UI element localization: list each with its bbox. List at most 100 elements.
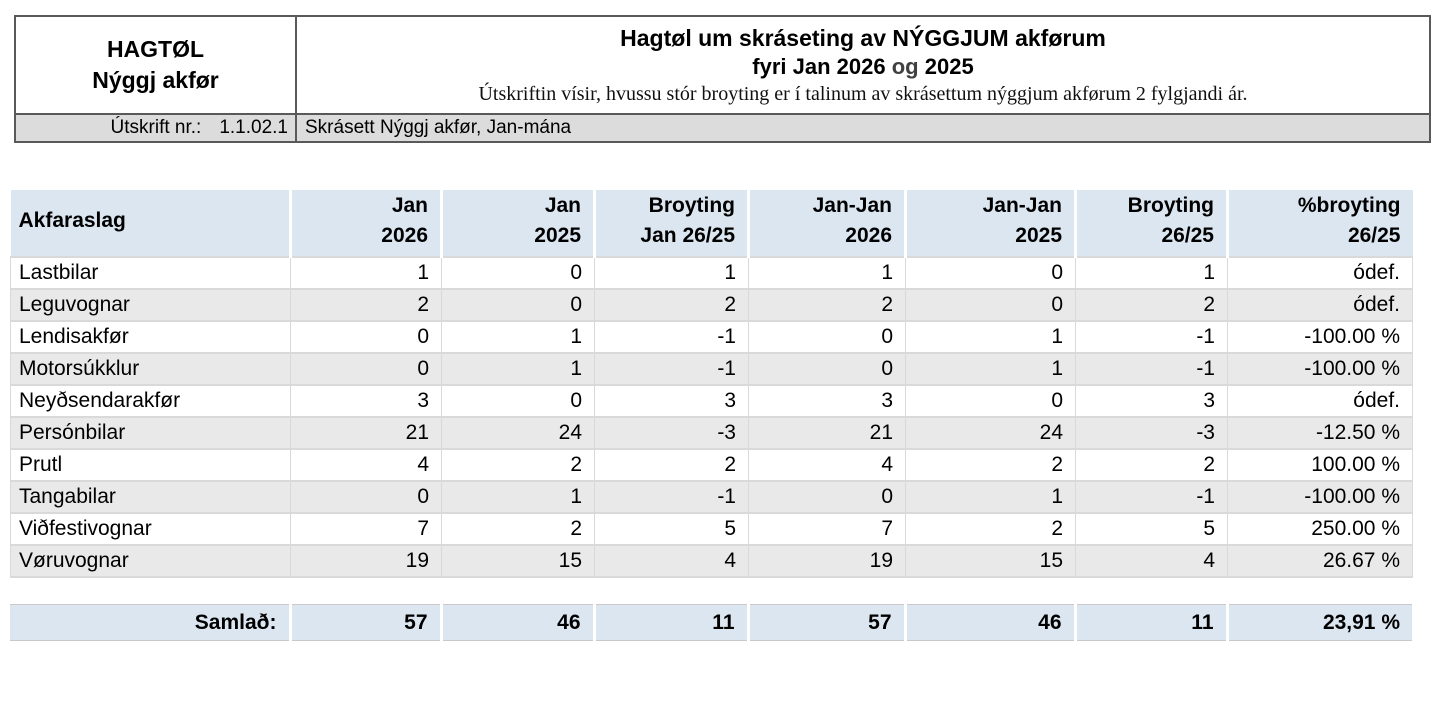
- row-label: Lastbilar: [10, 256, 291, 289]
- cell: 2: [905, 448, 1076, 481]
- cell: 3: [290, 384, 442, 417]
- cell: 15: [905, 544, 1076, 578]
- total-cell: 57: [746, 604, 905, 641]
- row-label: Prutl: [10, 448, 291, 481]
- total-cell: 57: [288, 604, 441, 641]
- table-row: Tangabilar 0 1 -1 0 1 -1 -100.00 %: [10, 480, 1413, 513]
- cell: -1: [1075, 480, 1228, 513]
- column-header-pct-broyting: %broyting 26/25: [1226, 190, 1413, 257]
- column-header-akfaraslag: Akfaraslag: [10, 190, 291, 257]
- cell: 100.00 %: [1227, 448, 1413, 481]
- cell: 0: [441, 384, 595, 417]
- table-row: Persónbilar 21 24 -3 21 24 -3 -12.50 %: [10, 416, 1413, 449]
- total-cell: 11: [592, 604, 748, 641]
- cell: 1: [905, 480, 1076, 513]
- period-suffix: 2025: [924, 53, 974, 79]
- report-title-block: Hagtøl um skráseting av NÝGGJUM akførum …: [297, 17, 1429, 113]
- cell: 0: [748, 320, 906, 353]
- column-header-label: Broyting: [1127, 193, 1214, 217]
- cell: 24: [905, 416, 1076, 449]
- period-conjunction: og: [891, 53, 919, 79]
- cell: 2: [290, 288, 442, 321]
- cell: 1: [441, 320, 595, 353]
- cell: ódef.: [1227, 256, 1413, 289]
- cell: ódef.: [1227, 288, 1413, 321]
- total-cell: 46: [439, 604, 594, 641]
- report-title: Hagtøl um skráseting av NÝGGJUM akførum: [620, 25, 1106, 51]
- column-header-label: 26/25: [1161, 224, 1214, 247]
- cell: 2: [905, 512, 1076, 545]
- cell: 0: [905, 384, 1076, 417]
- column-header-broyting-jan: Broyting Jan 26/25: [593, 190, 749, 257]
- column-header-label: 2026: [381, 224, 428, 247]
- column-header-label: Jan-Jan: [982, 193, 1062, 217]
- column-header-label: 2026: [845, 224, 892, 247]
- column-header-label: %broyting: [1297, 193, 1401, 217]
- cell: -3: [594, 416, 749, 449]
- row-label: Persónbilar: [10, 416, 291, 449]
- total-cell: 11: [1073, 604, 1227, 641]
- cell: 1: [748, 256, 906, 289]
- cell: 0: [748, 352, 906, 385]
- cell: 2: [1075, 288, 1228, 321]
- cell: 250.00 %: [1227, 512, 1413, 545]
- cell: 1: [594, 256, 749, 289]
- column-header-broyting: Broyting 26/25: [1074, 190, 1228, 257]
- column-header-label: 2025: [1015, 224, 1062, 247]
- cell: 0: [290, 320, 442, 353]
- cell: 5: [1075, 512, 1228, 545]
- cell: 1: [1075, 256, 1228, 289]
- cell: 1: [441, 352, 595, 385]
- cell: 0: [905, 256, 1076, 289]
- cell: -1: [594, 320, 749, 353]
- printout-number-cell: Útskrift nr.: 1.1.02.1: [16, 113, 297, 141]
- table-row: Prutl 4 2 2 4 2 2 100.00 %: [10, 448, 1413, 481]
- period-prefix: fyri Jan 2026: [752, 53, 886, 79]
- cell: -1: [1075, 352, 1228, 385]
- totals-table-row: Samlað: 57 46 11 57 46 11 23,91 %: [10, 604, 1412, 641]
- cell: -12.50 %: [1227, 416, 1413, 449]
- cell: 3: [594, 384, 749, 417]
- cell: -100.00 %: [1227, 320, 1413, 353]
- row-label: Tangabilar: [10, 480, 291, 513]
- vehicle-stats-table: Akfaraslag Jan 2026 Jan 2025 Broyting Jan 2…: [10, 190, 1413, 578]
- cell: 1: [290, 256, 442, 289]
- column-header-label: Jan-Jan: [812, 193, 892, 217]
- report-subtitle: Útskriftin vísir, hvussu stór broyting e…: [478, 83, 1248, 106]
- column-header-janjan-2026: Jan-Jan 2026: [747, 190, 906, 257]
- printout-description: Skrásett Nýggj akfør, Jan-mána: [305, 117, 572, 138]
- report-header-box: HAGTØL Nýggj akfør Hagtøl um skráseting …: [14, 15, 1431, 143]
- cell: -1: [594, 352, 749, 385]
- cell: 0: [748, 480, 906, 513]
- row-label: Viðfestivognar: [10, 512, 291, 545]
- cell: 0: [441, 256, 595, 289]
- cell: 4: [1075, 544, 1228, 578]
- cell: 2: [594, 288, 749, 321]
- cell: 21: [290, 416, 442, 449]
- cell: 1: [905, 352, 1076, 385]
- total-cell: 23,91 %: [1225, 604, 1412, 641]
- table-row: Vøruvognar 19 15 4 19 15 4 26.67 %: [10, 544, 1413, 578]
- org-title: HAGTØL Nýggj akfør: [16, 17, 297, 113]
- cell: 3: [1075, 384, 1228, 417]
- cell: 15: [441, 544, 595, 578]
- row-label: Neyðsendarakfør: [10, 384, 291, 417]
- row-label: Motorsúkklur: [10, 352, 291, 385]
- cell: 2: [441, 512, 595, 545]
- cell: 0: [905, 288, 1076, 321]
- cell: 2: [594, 448, 749, 481]
- column-header-label: 26/25: [1347, 224, 1401, 247]
- column-header-label: Jan: [391, 193, 428, 217]
- column-header-label: Jan 26/25: [640, 224, 735, 247]
- cell: 4: [290, 448, 442, 481]
- column-header-label: 2025: [534, 224, 581, 247]
- cell: 19: [290, 544, 442, 578]
- printout-number-value: 1.1.02.1: [219, 117, 288, 138]
- table-row: Viðfestivognar 7 2 5 7 2 5 250.00 %: [10, 512, 1413, 545]
- cell: 7: [290, 512, 442, 545]
- column-header-janjan-2025: Jan-Jan 2025: [904, 190, 1076, 257]
- printout-description-cell: Skrásett Nýggj akfør, Jan-mána: [297, 113, 1429, 141]
- cell: 0: [290, 352, 442, 385]
- table-row: Motorsúkklur 0 1 -1 0 1 -1 -100.00 %: [10, 352, 1413, 385]
- cell: ódef.: [1227, 384, 1413, 417]
